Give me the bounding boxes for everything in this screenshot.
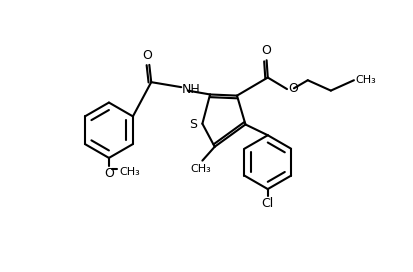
Text: S: S xyxy=(189,118,197,131)
Text: NH: NH xyxy=(182,83,200,95)
Text: O: O xyxy=(142,49,152,62)
Text: O: O xyxy=(104,167,114,180)
Text: CH₃: CH₃ xyxy=(119,167,140,177)
Text: Cl: Cl xyxy=(261,197,273,210)
Text: O: O xyxy=(261,44,271,57)
Text: O: O xyxy=(287,82,297,95)
Text: CH₃: CH₃ xyxy=(355,75,375,85)
Text: CH₃: CH₃ xyxy=(190,164,211,174)
